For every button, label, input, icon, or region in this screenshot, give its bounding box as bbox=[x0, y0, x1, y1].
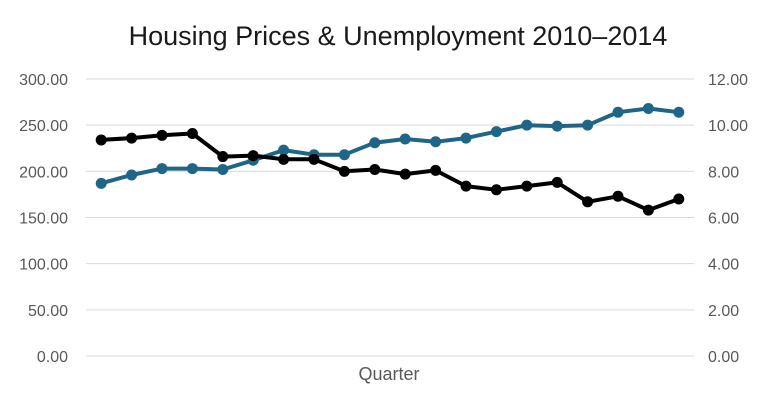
right-y-tick-label: 6.00 bbox=[708, 211, 739, 228]
data-point bbox=[673, 193, 685, 205]
data-point bbox=[460, 180, 472, 192]
data-point bbox=[430, 164, 442, 176]
data-point bbox=[308, 153, 320, 165]
left-y-tick-label: 100.00 bbox=[19, 257, 68, 274]
data-point bbox=[126, 169, 138, 181]
data-point bbox=[217, 163, 229, 175]
data-point bbox=[126, 132, 138, 144]
right-y-tick-label: 0.00 bbox=[708, 349, 739, 366]
left-y-axis: 0.00 50.00 100.00 150.00 200.00 250.00 300.00 bbox=[19, 72, 68, 366]
data-point bbox=[338, 165, 350, 177]
right-y-tick-label: 12.00 bbox=[708, 72, 748, 89]
left-y-tick-label: 150.00 bbox=[19, 211, 68, 228]
data-point bbox=[247, 150, 259, 162]
data-point bbox=[217, 151, 229, 163]
data-point bbox=[612, 106, 624, 118]
data-point bbox=[399, 133, 411, 145]
data-point bbox=[430, 136, 442, 148]
chart-title: Housing Prices & Unemployment 2010–2014 bbox=[129, 21, 668, 51]
data-point bbox=[521, 119, 533, 131]
data-point bbox=[95, 134, 107, 146]
data-point bbox=[95, 177, 107, 189]
data-point bbox=[278, 153, 290, 165]
data-point bbox=[642, 103, 654, 115]
data-point bbox=[186, 127, 198, 139]
data-point bbox=[490, 126, 502, 138]
series-layer bbox=[95, 103, 685, 216]
data-point bbox=[399, 168, 411, 180]
data-point bbox=[278, 144, 290, 156]
left-y-tick-label: 50.00 bbox=[28, 303, 68, 320]
data-point bbox=[156, 163, 168, 175]
data-point bbox=[156, 129, 168, 141]
right-y-tick-label: 10.00 bbox=[708, 118, 748, 135]
left-y-tick-label: 0.00 bbox=[37, 349, 68, 366]
right-y-axis: 0.00 2.00 4.00 6.00 8.00 10.00 12.00 bbox=[708, 72, 748, 366]
x-axis-title: Quarter bbox=[358, 364, 419, 384]
data-point bbox=[582, 119, 594, 131]
left-y-tick-label: 300.00 bbox=[19, 72, 68, 89]
series-2 bbox=[95, 127, 685, 216]
right-y-tick-label: 2.00 bbox=[708, 303, 739, 320]
left-y-tick-label: 250.00 bbox=[19, 118, 68, 135]
right-y-tick-label: 8.00 bbox=[708, 164, 739, 181]
data-point bbox=[612, 190, 624, 202]
right-y-tick-label: 4.00 bbox=[708, 257, 739, 274]
data-point bbox=[642, 204, 654, 216]
data-point bbox=[551, 120, 563, 132]
data-point bbox=[521, 180, 533, 192]
data-point bbox=[551, 176, 563, 188]
series-1 bbox=[95, 103, 685, 189]
data-point bbox=[369, 137, 381, 149]
data-point bbox=[369, 163, 381, 175]
data-point bbox=[582, 196, 594, 208]
data-point bbox=[460, 132, 472, 144]
data-point bbox=[673, 106, 685, 118]
data-point bbox=[338, 149, 350, 161]
data-point bbox=[490, 184, 502, 196]
left-y-tick-label: 200.00 bbox=[19, 164, 68, 181]
data-point bbox=[186, 163, 198, 175]
series-line bbox=[99, 131, 681, 213]
